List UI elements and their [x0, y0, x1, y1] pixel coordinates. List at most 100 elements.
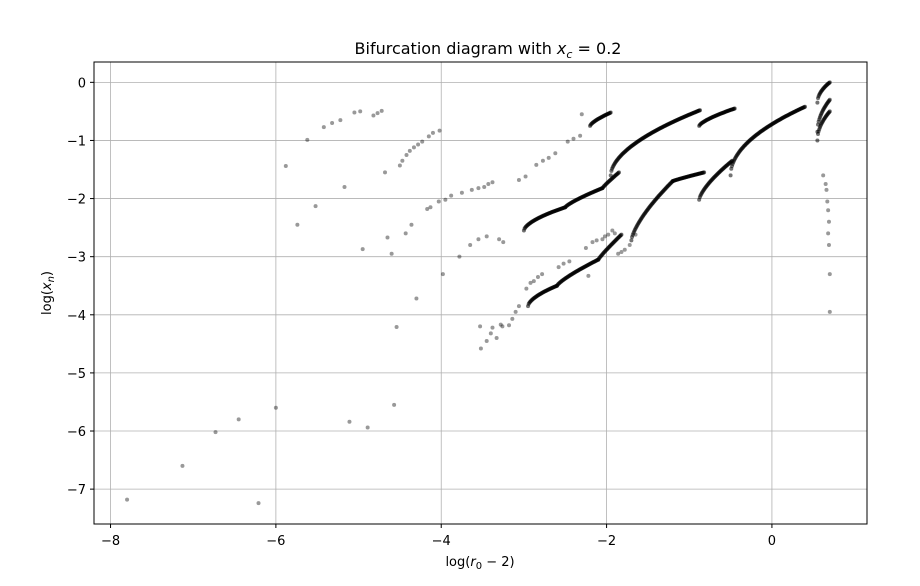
y-tick-label: −5: [67, 367, 86, 382]
data-point: [371, 113, 376, 118]
data-point: [602, 234, 607, 239]
data-point: [426, 134, 431, 139]
data-point: [469, 187, 474, 192]
data-point: [486, 182, 491, 187]
data-point: [352, 110, 357, 115]
data-point: [826, 219, 831, 224]
data-point: [436, 199, 441, 204]
data-point: [802, 104, 807, 109]
y-tick-label: −1: [67, 134, 86, 149]
data-point: [394, 325, 399, 329]
data-point: [321, 125, 326, 130]
data-point: [534, 162, 539, 167]
data-point: [411, 145, 416, 150]
data-point: [414, 296, 419, 301]
y-tick-label: −2: [67, 193, 86, 208]
data-point: [553, 151, 558, 156]
data-point: [476, 186, 481, 191]
x-tick-label: −2: [597, 534, 616, 549]
data-point: [823, 182, 828, 187]
data-point: [389, 251, 394, 256]
data-point: [498, 322, 503, 327]
data-point: [523, 174, 528, 179]
data-point: [375, 111, 380, 116]
y-axis-label: log(xn): [40, 271, 57, 315]
data-point: [540, 272, 545, 277]
data-point: [824, 187, 829, 192]
data-point: [827, 97, 832, 102]
data-point: [540, 158, 545, 163]
data-point: [236, 417, 241, 422]
data-point: [342, 184, 347, 189]
data-point: [565, 139, 570, 144]
data-point: [501, 240, 506, 245]
plot-frame: [93, 61, 868, 525]
data-point: [586, 273, 591, 278]
data-point: [488, 331, 493, 336]
data-point: [180, 463, 185, 468]
data-point: [513, 309, 518, 314]
data-point: [561, 261, 566, 266]
data-point: [379, 108, 384, 113]
data-point: [383, 170, 388, 175]
data-point: [347, 419, 352, 424]
data-point: [443, 197, 448, 202]
y-tick-label: 0: [78, 76, 86, 91]
data-point: [516, 304, 521, 309]
data-point: [213, 430, 218, 435]
data-point: [437, 128, 442, 133]
data-point: [459, 190, 464, 195]
data-point: [400, 158, 405, 163]
data-point: [825, 199, 830, 204]
data-point: [732, 106, 737, 111]
data-point: [827, 109, 832, 114]
data-point: [392, 402, 397, 407]
data-point: [622, 247, 627, 252]
data-point: [728, 173, 733, 178]
data-point: [821, 173, 826, 178]
data-point: [826, 243, 831, 248]
data-point: [507, 323, 512, 328]
x-tick-label: −8: [101, 534, 120, 549]
data-point: [330, 121, 335, 126]
data-point: [556, 265, 561, 270]
data-point: [616, 170, 621, 175]
data-point: [608, 173, 613, 178]
data-point: [273, 405, 278, 410]
x-tick-label: 0: [768, 534, 776, 549]
data-point: [494, 336, 499, 341]
data-point: [468, 243, 473, 248]
data-point: [578, 133, 583, 138]
data-point: [360, 247, 365, 252]
data-point: [407, 148, 412, 153]
data-point: [510, 316, 515, 321]
data-point: [409, 222, 414, 227]
data-point: [338, 118, 343, 123]
chart-title: Bifurcation diagram with xc = 0.2: [355, 39, 622, 61]
data-point: [531, 279, 536, 284]
y-tick-label: −4: [67, 309, 86, 324]
data-point: [516, 177, 521, 182]
data-point: [610, 228, 615, 233]
data-point: [528, 280, 533, 285]
data-point: [583, 245, 588, 250]
data-point: [358, 109, 363, 114]
data-point: [256, 501, 261, 506]
data-point: [826, 231, 831, 236]
data-point: [590, 240, 595, 245]
data-point: [482, 184, 487, 189]
data-point: [571, 136, 576, 141]
data-point: [490, 325, 495, 330]
data-point: [629, 238, 634, 243]
data-point: [295, 222, 300, 227]
data-point: [698, 108, 702, 113]
data-point: [397, 163, 402, 168]
data-point: [546, 155, 551, 160]
data-point: [612, 231, 617, 236]
data-point: [484, 338, 489, 343]
data-point: [608, 110, 613, 115]
data-point: [827, 80, 832, 85]
x-axis-ticks: −8 −6 −4 −2 0: [101, 524, 776, 549]
data-point: [497, 237, 502, 242]
